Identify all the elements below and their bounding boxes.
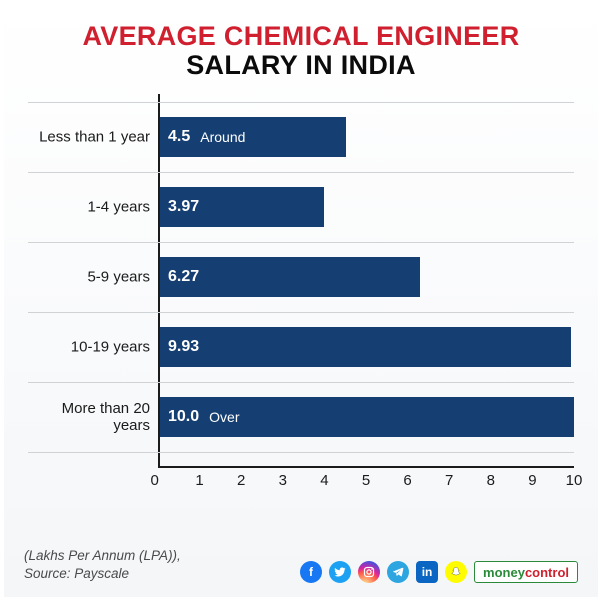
y-axis-label: More than 20 years <box>28 400 160 434</box>
infographic-frame: AVERAGE CHEMICAL ENGINEER SALARY IN INDI… <box>4 4 598 597</box>
x-tick: 6 <box>403 472 411 489</box>
gridline <box>28 312 574 313</box>
x-tick: 8 <box>487 472 495 489</box>
telegram-icon <box>387 561 409 583</box>
x-tick: 2 <box>237 472 245 489</box>
footer: (Lakhs Per Annum (LPA)), Source: Payscal… <box>24 547 578 583</box>
gridline <box>28 172 574 173</box>
y-axis-label: 10-19 years <box>28 339 160 356</box>
x-tick: 4 <box>320 472 328 489</box>
note-line-2: Source: Payscale <box>24 565 181 583</box>
bar-value: 3.97 <box>168 198 199 216</box>
bar-row: 5-9 years6.27 <box>160 257 574 297</box>
note-line-1: (Lakhs Per Annum (LPA)), <box>24 547 181 565</box>
plot-area: Less than 1 year4.5Around1-4 years3.975-… <box>158 94 574 468</box>
gridline <box>28 242 574 243</box>
logo-part-2: control <box>525 565 569 580</box>
bar-row: 10-19 years9.93 <box>160 327 574 367</box>
x-tick: 9 <box>528 472 536 489</box>
bar-value: 4.5 <box>168 128 190 146</box>
snapchat-icon <box>445 561 467 583</box>
salary-bar: 3.97 <box>160 187 324 227</box>
x-tick: 0 <box>150 472 158 489</box>
y-axis-label: 1-4 years <box>28 199 160 216</box>
x-tick: 3 <box>279 472 287 489</box>
salary-bar: 10.0 Over <box>160 397 574 437</box>
x-axis: 012345678910 <box>158 468 574 492</box>
source-note: (Lakhs Per Annum (LPA)), Source: Payscal… <box>24 547 181 583</box>
bar-value: 6.27 <box>168 268 199 286</box>
linkedin-icon: in <box>416 561 438 583</box>
gridline <box>28 452 574 453</box>
chart-title: AVERAGE CHEMICAL ENGINEER SALARY IN INDI… <box>26 22 576 80</box>
bar-row: Less than 1 year4.5Around <box>160 117 574 157</box>
salary-bar: 4.5 Around <box>160 117 346 157</box>
x-tick: 10 <box>566 472 583 489</box>
bar-suffix: Over <box>209 409 239 425</box>
y-axis-label: Less than 1 year <box>28 129 160 146</box>
bar-row: More than 20 years10.0Over <box>160 397 574 437</box>
salary-bar-chart: Less than 1 year4.5Around1-4 years3.975-… <box>158 94 574 492</box>
gridline <box>28 102 574 103</box>
title-line-1: AVERAGE CHEMICAL ENGINEER <box>26 22 576 51</box>
title-line-2: SALARY IN INDIA <box>26 51 576 80</box>
bar-row: 1-4 years3.97 <box>160 187 574 227</box>
brand-row: f in moneycontrol <box>300 561 578 583</box>
bar-value: 10.0 <box>168 408 199 426</box>
gridline <box>28 382 574 383</box>
y-axis-label: 5-9 years <box>28 269 160 286</box>
salary-bar: 9.93 <box>160 327 571 367</box>
x-tick: 7 <box>445 472 453 489</box>
instagram-icon <box>358 561 380 583</box>
bar-suffix: Around <box>200 129 245 145</box>
facebook-icon: f <box>300 561 322 583</box>
x-tick: 5 <box>362 472 370 489</box>
salary-bar: 6.27 <box>160 257 420 297</box>
moneycontrol-logo: moneycontrol <box>474 561 578 583</box>
bar-value: 9.93 <box>168 338 199 356</box>
logo-part-1: money <box>483 565 525 580</box>
twitter-icon <box>329 561 351 583</box>
x-tick: 1 <box>195 472 203 489</box>
